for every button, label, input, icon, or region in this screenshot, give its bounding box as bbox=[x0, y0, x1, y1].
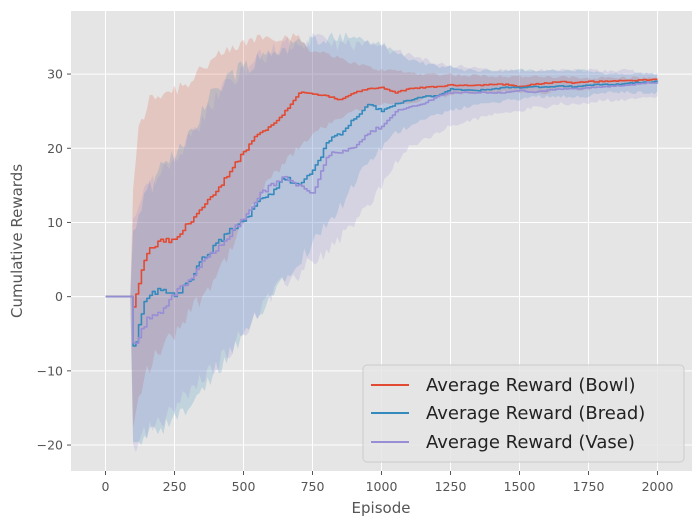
band-vase bbox=[105, 33, 658, 453]
legend-label-bowl: Average Reward (Bowl) bbox=[426, 375, 636, 396]
x-tick-label: 250 bbox=[163, 479, 187, 494]
x-tick-label: 1000 bbox=[366, 479, 398, 494]
legend-label-vase: Average Reward (Vase) bbox=[426, 432, 635, 453]
x-tick-label: 750 bbox=[301, 479, 325, 494]
x-axis-label: Episode bbox=[352, 499, 411, 517]
y-tick-label: −10 bbox=[37, 363, 63, 378]
y-tick-label: 10 bbox=[47, 215, 63, 230]
band-bowl bbox=[105, 32, 658, 428]
legend: Average Reward (Bowl) Average Reward (Br… bbox=[362, 364, 685, 463]
y-tick-label: −20 bbox=[37, 438, 63, 453]
x-tick-label: 0 bbox=[102, 479, 110, 494]
legend-frame bbox=[362, 364, 685, 463]
y-axis-label: Cumulative Rewards bbox=[8, 164, 26, 318]
y-tick-label: 20 bbox=[47, 141, 63, 156]
confidence-bands bbox=[105, 32, 658, 453]
axis-ticks: 0 250 500 750 1000 1250 1500 1750 2000 −20 −10 0 10 2… bbox=[37, 67, 674, 494]
line-bowl bbox=[105, 78, 658, 308]
y-tick-label: 0 bbox=[55, 289, 63, 304]
x-tick-label: 1250 bbox=[435, 479, 467, 494]
line-vase bbox=[105, 81, 659, 344]
legend-label-bread: Average Reward (Bread) bbox=[426, 403, 645, 424]
series-lines bbox=[105, 78, 659, 347]
x-tick-label: 1750 bbox=[573, 479, 605, 494]
x-tick-label: 1500 bbox=[504, 479, 536, 494]
y-tick-label: 30 bbox=[47, 67, 63, 82]
x-tick-label: 2000 bbox=[642, 479, 674, 494]
band-bread bbox=[105, 32, 658, 446]
x-tick-label: 500 bbox=[232, 479, 256, 494]
